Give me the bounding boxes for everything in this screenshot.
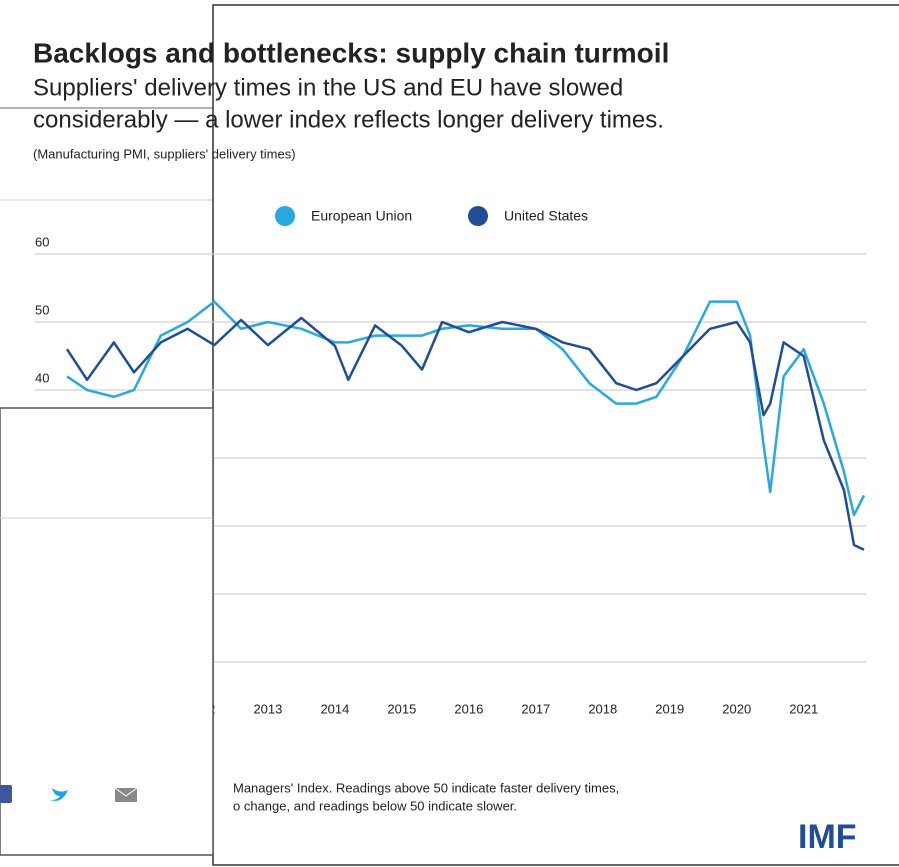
source-note: o change, and readings below 50 indicate… — [233, 798, 517, 813]
x-tick-label: 2019 — [655, 701, 684, 716]
twitter-icon[interactable] — [50, 788, 68, 801]
legend-marker — [468, 206, 488, 226]
x-tick-label: 2017 — [521, 701, 550, 716]
front-window — [0, 407, 214, 856]
series-line — [66, 300, 866, 517]
front-window-frame — [0, 407, 214, 856]
series-line — [65, 316, 865, 551]
imf-logo: IMF — [798, 818, 857, 856]
y-tick-label: 40 — [35, 370, 49, 385]
x-tick-label: 2016 — [454, 701, 483, 716]
x-tick-label: 2014 — [320, 701, 349, 716]
chart-note: (Manufacturing PMI, suppliers' delivery … — [33, 146, 296, 161]
legend-marker — [275, 206, 295, 226]
chart-subtitle: Suppliers' delivery times in the US and … — [33, 74, 623, 101]
legend-label: European Union — [311, 208, 412, 224]
chart-subtitle: considerably — a lower index reflects lo… — [33, 106, 664, 133]
chart-window — [212, 4, 899, 866]
facebook-icon[interactable] — [0, 785, 12, 803]
source-note: Managers' Index. Readings above 50 indic… — [233, 780, 619, 795]
legend-label: United States — [504, 208, 588, 224]
x-tick-label: 2018 — [588, 701, 617, 716]
y-tick-label: 60 — [35, 234, 49, 249]
y-tick-label: 50 — [35, 302, 49, 317]
x-tick-label: 2015 — [387, 701, 416, 716]
x-tick-label: 2020 — [722, 701, 751, 716]
x-tick-label: 2021 — [789, 701, 818, 716]
email-icon-flap — [114, 787, 138, 797]
chart-title: Backlogs and bottlenecks: supply chain t… — [33, 37, 669, 68]
x-tick-label: 2013 — [253, 701, 282, 716]
